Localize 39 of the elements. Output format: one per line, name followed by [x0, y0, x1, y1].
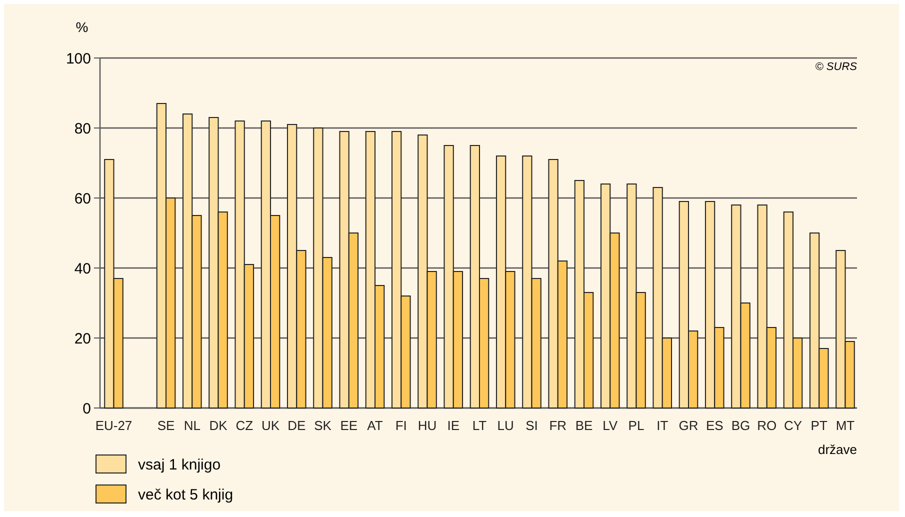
legend-label: več kot 5 knjig: [138, 486, 234, 504]
x-tick-label: AT: [367, 418, 383, 433]
x-tick-label: ES: [706, 418, 724, 433]
x-tick-label: FR: [549, 418, 567, 433]
x-tick-label: EE: [340, 418, 358, 433]
x-tick-label: CZ: [236, 418, 254, 433]
x-tick-label: CY: [784, 418, 802, 433]
x-tick-label: SE: [157, 418, 176, 433]
x-tick-label: RO: [757, 418, 777, 433]
y-tick-label: 20: [74, 330, 91, 348]
x-tick-label: FI: [395, 418, 407, 433]
x-tick-label: PT: [810, 418, 828, 433]
x-tick-label: LU: [497, 418, 514, 433]
x-tick-label: BE: [575, 418, 593, 433]
x-tick-label: SK: [314, 418, 332, 433]
x-tick-label: BG: [731, 418, 750, 433]
y-tick-label: 80: [74, 120, 91, 138]
x-tick-label: MT: [836, 418, 855, 433]
x-tick-label: HU: [418, 418, 437, 433]
x-tick-label: IT: [656, 418, 668, 433]
x-tick-label: IE: [447, 418, 460, 433]
x-tick-label: LT: [472, 418, 487, 433]
annotation: © SURS: [815, 61, 858, 73]
y-tick-label: 40: [74, 260, 91, 278]
x-tick-label: DE: [288, 418, 306, 433]
x-tick-label: PL: [628, 418, 644, 433]
x-tick-label: LV: [602, 418, 618, 433]
legend-label: vsaj 1 knjigo: [138, 456, 221, 474]
x-tick-label: EU-27: [95, 418, 132, 433]
x-tick-label: DK: [209, 418, 228, 433]
y-tick-label: 60: [74, 190, 91, 208]
x-tick-label: SI: [526, 418, 538, 433]
y-tick-label: 100: [66, 50, 91, 68]
x-tick-label: UK: [261, 418, 280, 433]
x-axis-title: države: [818, 442, 857, 457]
x-tick-label: GR: [678, 418, 698, 433]
y-tick-label: 0: [82, 400, 91, 418]
x-tick-label: NL: [184, 418, 200, 433]
y-axis-title: %: [76, 19, 88, 35]
